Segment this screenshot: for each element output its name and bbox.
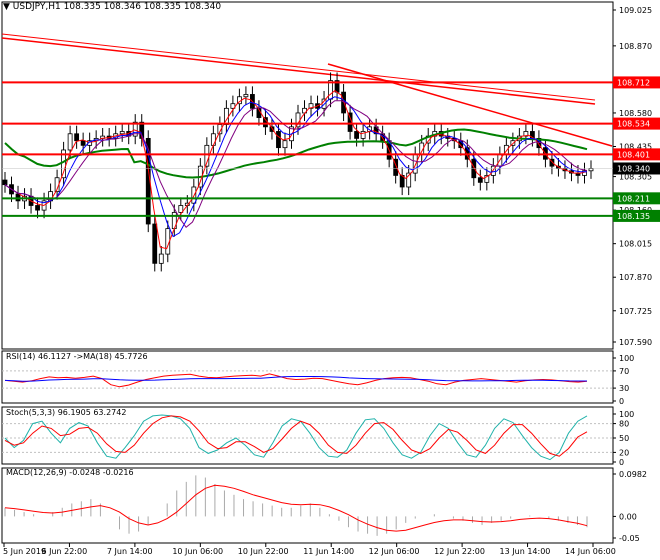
stoch-y-tick-label: 0 bbox=[619, 458, 624, 467]
y-tick-label: 108.435 bbox=[619, 143, 652, 152]
level-tag bbox=[613, 76, 660, 89]
candle bbox=[178, 205, 184, 213]
level-tag-label: 108.135 bbox=[617, 212, 650, 221]
candle bbox=[35, 205, 40, 211]
x-tick-label: 10 Jun 06:00 bbox=[172, 547, 223, 556]
macd-signal-line bbox=[4, 484, 588, 532]
stoch-k-line bbox=[4, 414, 588, 461]
candle bbox=[484, 175, 490, 183]
y-tick-label: 107.870 bbox=[619, 273, 652, 282]
x-tick-label: 5 Jun 2019 bbox=[3, 547, 46, 556]
x-tick-label: 13 Jun 14:00 bbox=[500, 547, 551, 556]
level-tag-label: 108.211 bbox=[617, 194, 650, 203]
rsi-ma-line bbox=[4, 376, 587, 382]
level-tag bbox=[613, 209, 660, 222]
trendline bbox=[1, 33, 596, 101]
candle bbox=[295, 112, 301, 128]
x-tick-label: 12 Jun 22:00 bbox=[434, 547, 485, 556]
level-tag-label: 108.401 bbox=[617, 150, 650, 159]
candle bbox=[360, 131, 366, 139]
candle bbox=[308, 103, 314, 109]
candle bbox=[282, 140, 288, 149]
candle bbox=[74, 133, 80, 142]
trendline bbox=[327, 63, 613, 147]
stoch-title: Stoch(5,3,3) 96.1905 63.2742 bbox=[6, 408, 126, 417]
chart-header: ▼ USDJPY,H1 108.335 108.346 108.335 108.… bbox=[3, 2, 221, 12]
level-tag bbox=[613, 192, 660, 205]
y-tick-label: 109.025 bbox=[619, 6, 652, 15]
candle bbox=[243, 94, 249, 98]
ohlc-readout: 108.335 108.346 108.335 108.340 bbox=[63, 2, 222, 12]
x-tick-label: 11 Jun 14:00 bbox=[303, 547, 354, 556]
panel-frame bbox=[1, 350, 614, 404]
rsi-y-tick-label: 100 bbox=[619, 354, 634, 363]
level-tag bbox=[613, 117, 660, 130]
stoch-y-tick-label: 80 bbox=[619, 420, 629, 429]
panel-frame bbox=[1, 1, 614, 350]
x-tick-label: 7 Jun 14:00 bbox=[107, 547, 153, 556]
candle bbox=[230, 103, 236, 109]
current-price-label: 108.340 bbox=[617, 164, 650, 173]
collapse-triangle-icon[interactable]: ▼ bbox=[3, 2, 10, 12]
level-tag-label: 108.712 bbox=[617, 78, 650, 87]
macd-title: MACD(12,26,9) -0.0248 -0.0216 bbox=[6, 468, 134, 477]
rsi-title: RSI(14) 46.1127 ->MA(18) 45.7726 bbox=[6, 352, 148, 361]
stoch-y-tick-label: 50 bbox=[619, 434, 629, 443]
macd-y-tick-label: -0.05 bbox=[619, 534, 640, 543]
y-tick-label: 108.305 bbox=[619, 173, 652, 182]
candle bbox=[393, 158, 399, 176]
level-tag-label: 108.534 bbox=[617, 120, 650, 129]
symbol-label: USDJPY,H1 bbox=[12, 2, 61, 12]
macd-y-tick-label: 0.0982 bbox=[619, 470, 647, 479]
stoch-y-tick-label: 20 bbox=[619, 448, 629, 457]
y-tick-label: 108.580 bbox=[619, 109, 652, 118]
candle bbox=[549, 158, 555, 167]
ma-fast-line-3 bbox=[4, 100, 588, 229]
level-tag bbox=[613, 148, 660, 161]
candle bbox=[132, 121, 138, 137]
y-tick-label: 107.590 bbox=[619, 338, 652, 347]
rsi-y-tick-label: 30 bbox=[619, 384, 629, 393]
stoch-d-line bbox=[4, 415, 588, 457]
candle bbox=[210, 133, 216, 146]
candle bbox=[354, 131, 360, 139]
x-tick-label: 12 Jun 06:00 bbox=[369, 547, 420, 556]
candle bbox=[119, 131, 125, 135]
candle bbox=[588, 168, 594, 172]
x-tick-label: 10 Jun 22:00 bbox=[238, 547, 289, 556]
panel-frame bbox=[1, 467, 614, 544]
y-tick-label: 108.015 bbox=[619, 240, 652, 249]
x-tick-label: 6 Jun 22:00 bbox=[41, 547, 87, 556]
y-tick-label: 107.725 bbox=[619, 307, 652, 316]
x-tick-label: 14 Jun 06:00 bbox=[565, 547, 616, 556]
current-price-tag bbox=[613, 162, 660, 175]
candle bbox=[158, 253, 164, 264]
ma-fast-line-1 bbox=[4, 89, 588, 250]
rsi-y-tick-label: 0 bbox=[619, 397, 624, 406]
candle bbox=[2, 179, 8, 186]
candle bbox=[406, 172, 412, 188]
candle bbox=[152, 223, 158, 264]
panel-frame bbox=[1, 406, 614, 465]
candle bbox=[67, 133, 73, 151]
y-tick-label: 108.870 bbox=[619, 42, 652, 51]
candle bbox=[477, 177, 483, 183]
candle bbox=[269, 126, 275, 132]
candle bbox=[412, 154, 418, 174]
rsi-y-tick-label: 70 bbox=[619, 367, 629, 376]
candle bbox=[276, 131, 281, 149]
trendline bbox=[1, 37, 596, 105]
macd-y-tick-label: 0.00 bbox=[619, 512, 637, 521]
candle bbox=[80, 140, 86, 146]
stoch-y-tick-label: 100 bbox=[619, 410, 634, 419]
